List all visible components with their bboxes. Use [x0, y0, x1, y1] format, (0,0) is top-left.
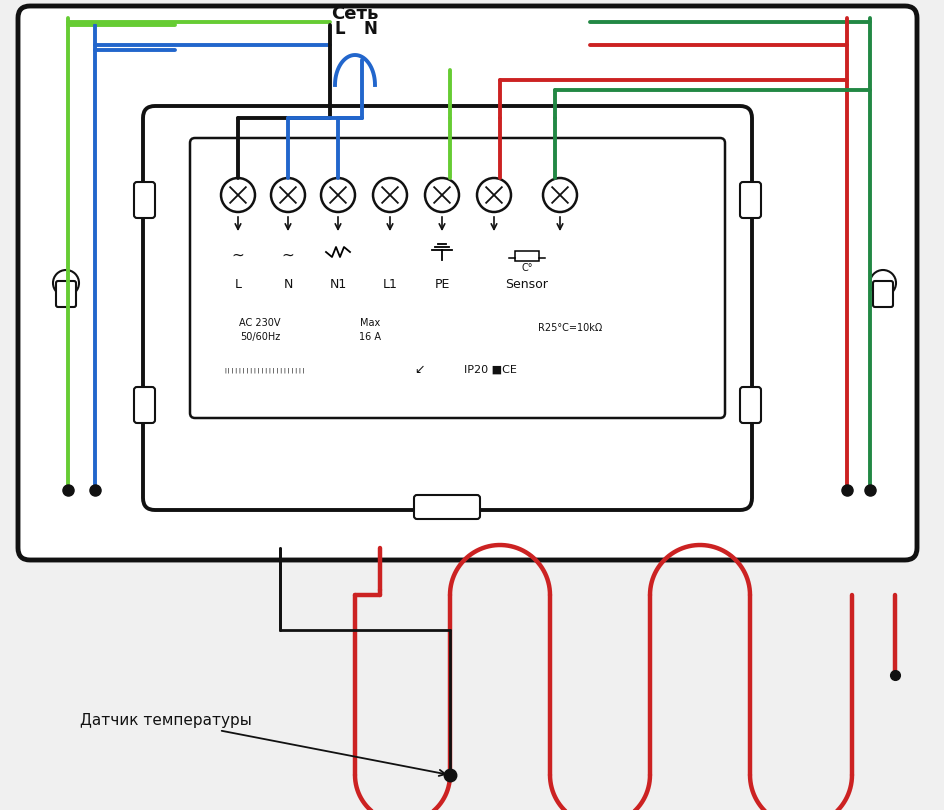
Circle shape	[271, 178, 305, 212]
Text: L1: L1	[382, 279, 397, 292]
Text: L: L	[234, 279, 242, 292]
Circle shape	[373, 178, 407, 212]
FancyBboxPatch shape	[56, 281, 76, 307]
FancyBboxPatch shape	[134, 387, 155, 423]
Circle shape	[53, 270, 79, 296]
Text: ~: ~	[231, 248, 244, 262]
Circle shape	[425, 178, 459, 212]
Text: Сеть: Сеть	[331, 5, 379, 23]
Circle shape	[221, 178, 255, 212]
Text: R25°C=10kΩ: R25°C=10kΩ	[537, 323, 601, 333]
FancyBboxPatch shape	[143, 106, 751, 510]
FancyBboxPatch shape	[872, 281, 892, 307]
Bar	[514, 251, 538, 261]
Text: N1: N1	[329, 279, 346, 292]
Text: Max
16 A: Max 16 A	[359, 318, 380, 342]
Text: IP20 ■CE: IP20 ■CE	[464, 365, 515, 375]
Text: L: L	[334, 20, 345, 38]
Circle shape	[869, 270, 895, 296]
Circle shape	[321, 178, 355, 212]
FancyBboxPatch shape	[739, 182, 760, 218]
Text: ↙: ↙	[414, 364, 425, 377]
Text: ~: ~	[281, 248, 295, 262]
Text: PE: PE	[434, 279, 449, 292]
Text: Датчик температуры: Датчик температуры	[80, 713, 445, 776]
Text: C°: C°	[521, 263, 532, 273]
FancyBboxPatch shape	[739, 387, 760, 423]
Circle shape	[543, 178, 577, 212]
Text: AC 230V
50/60Hz: AC 230V 50/60Hz	[239, 318, 280, 342]
FancyBboxPatch shape	[190, 138, 724, 418]
FancyBboxPatch shape	[413, 495, 480, 519]
Text: Sensor: Sensor	[505, 279, 548, 292]
Text: ||||||||||||||||||||||: ||||||||||||||||||||||	[224, 367, 306, 373]
Circle shape	[477, 178, 511, 212]
Text: N: N	[283, 279, 293, 292]
FancyBboxPatch shape	[134, 182, 155, 218]
Text: N: N	[362, 20, 377, 38]
FancyBboxPatch shape	[18, 6, 916, 560]
